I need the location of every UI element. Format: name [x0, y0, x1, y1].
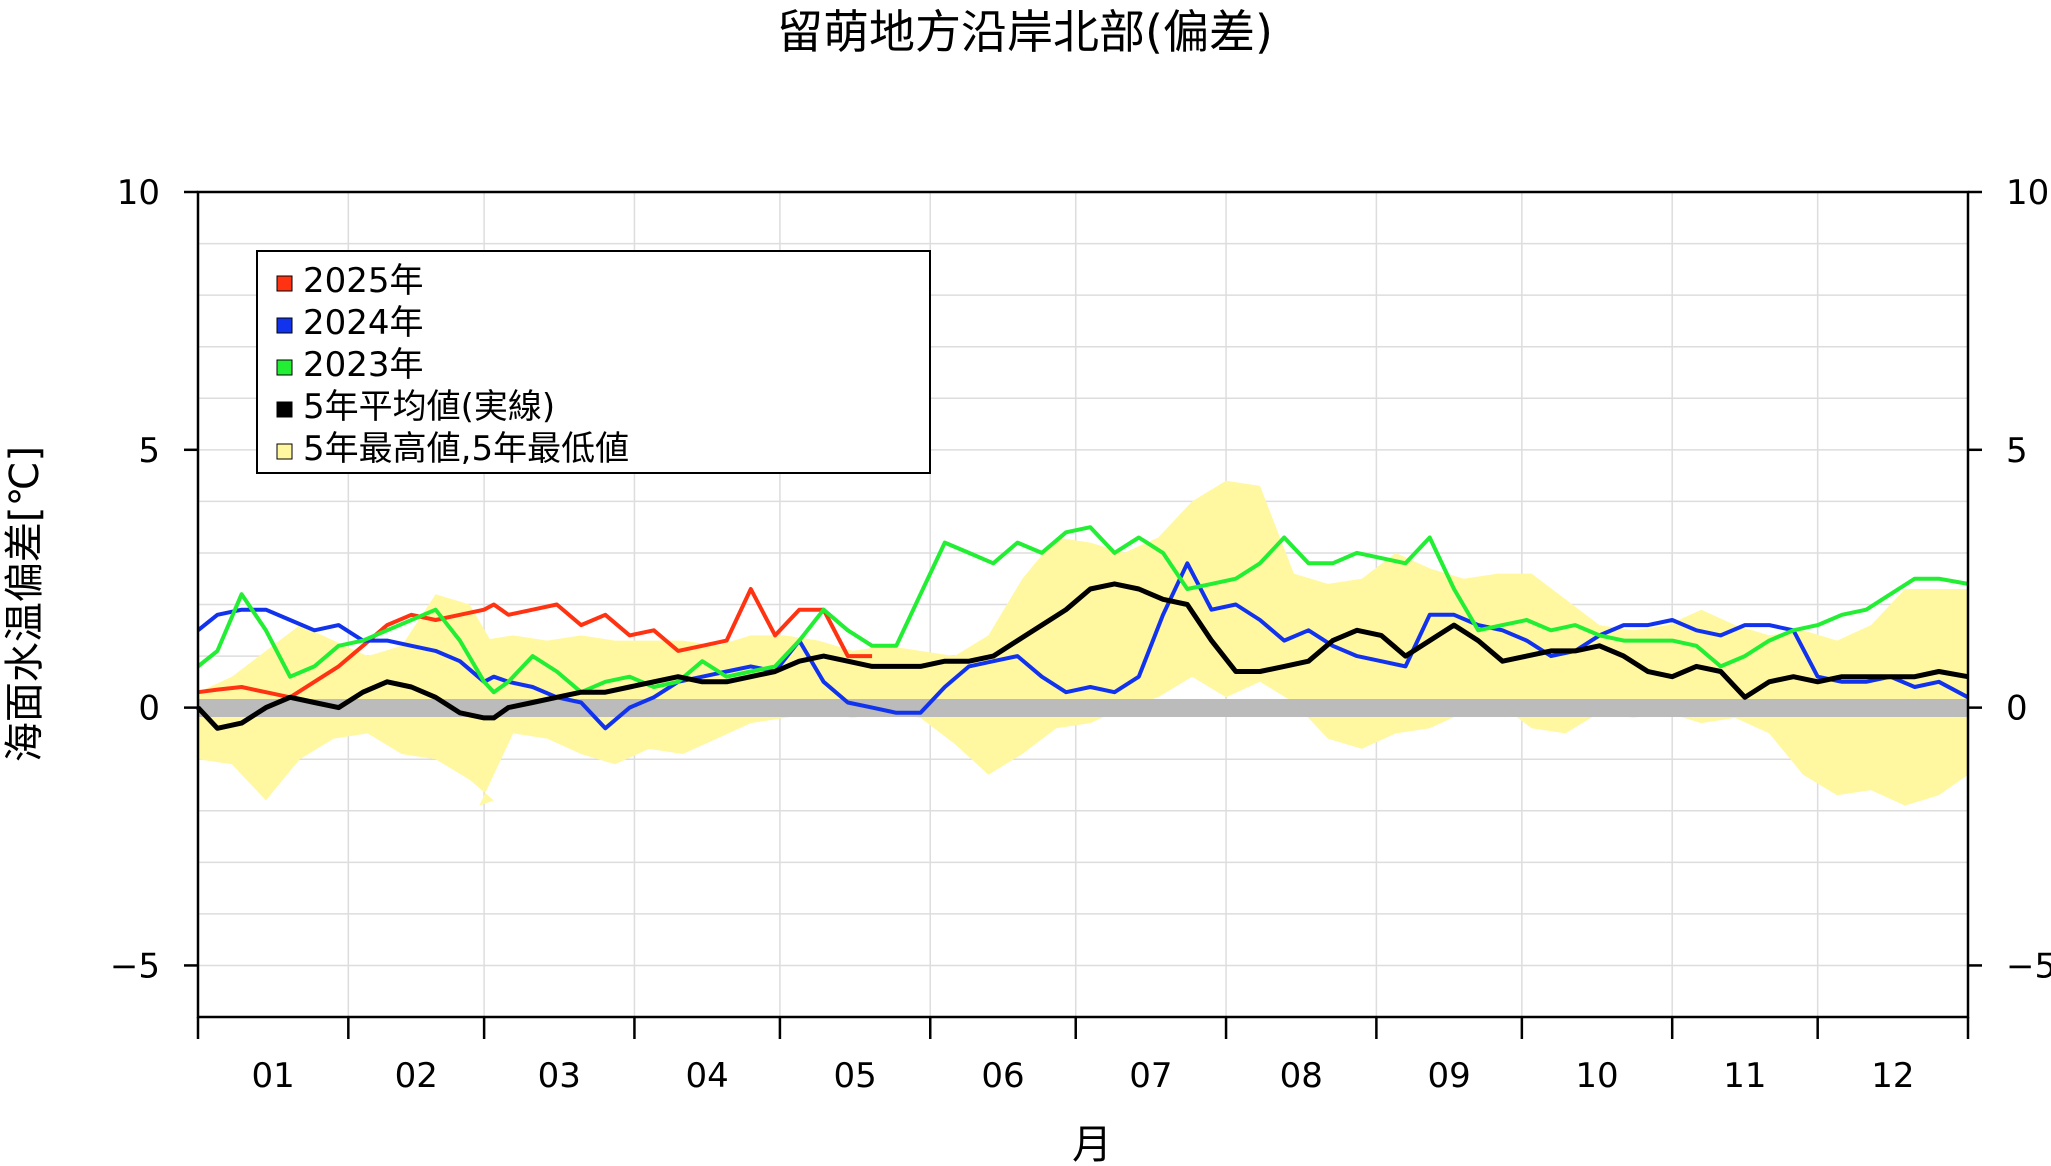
- y-tick-label-left: 10: [117, 173, 160, 213]
- y-tick-label-left: −5: [110, 946, 160, 986]
- x-tick-label: 01: [252, 1056, 295, 1096]
- series-line-4: [196, 581, 1969, 731]
- y-tick-label-left: 5: [138, 431, 160, 471]
- legend-swatch: [276, 359, 293, 376]
- y-tick-label-right: 5: [2006, 431, 2028, 471]
- x-tick-label: 07: [1129, 1056, 1172, 1096]
- series-line-2: [196, 561, 1969, 731]
- x-tick-label: 04: [686, 1056, 729, 1096]
- x-tick-label: 10: [1575, 1056, 1618, 1096]
- x-tick-label: 06: [981, 1056, 1024, 1096]
- y-tick-label-right: 10: [2006, 173, 2049, 213]
- x-tick-label: 08: [1280, 1056, 1323, 1096]
- band-max-min: [198, 480, 1968, 806]
- band-layer: [198, 480, 1968, 806]
- x-tick-label: 02: [395, 1056, 438, 1096]
- legend-swatch: [276, 401, 293, 418]
- x-axis-label: 月: [1072, 1122, 1112, 1166]
- series-line-3: [196, 525, 1969, 695]
- x-tick-label: 05: [833, 1056, 876, 1096]
- y-tick-label-right: −5: [2006, 946, 2051, 986]
- y-axis-label: 海面水温偏差[℃]: [2, 446, 48, 762]
- legend-swatch: [276, 443, 293, 460]
- legend-label: 5年平均値(実線): [303, 387, 555, 427]
- y-tick-label-right: 0: [2006, 689, 2028, 729]
- legend-label: 2024年: [303, 303, 424, 343]
- legend-swatch: [276, 275, 293, 292]
- series-layer: [196, 525, 1969, 731]
- y-tick-label-left: 0: [138, 689, 160, 729]
- legend-label: 5年最高値,5年最低値: [303, 429, 629, 469]
- legend-label: 2023年: [303, 345, 424, 385]
- x-tick-label: 12: [1871, 1056, 1914, 1096]
- x-tick-label: 03: [538, 1056, 581, 1096]
- legend-label: 2025年: [303, 261, 424, 301]
- legend-box: [256, 250, 931, 474]
- series-line-1: [197, 587, 873, 700]
- plot-frame: [196, 190, 1970, 1019]
- legend-swatch: [276, 317, 293, 334]
- x-tick-label: 11: [1723, 1056, 1766, 1096]
- chart-title: 留萌地方沿岸北部(偏差): [777, 5, 1273, 59]
- x-tick-label: 09: [1427, 1056, 1470, 1096]
